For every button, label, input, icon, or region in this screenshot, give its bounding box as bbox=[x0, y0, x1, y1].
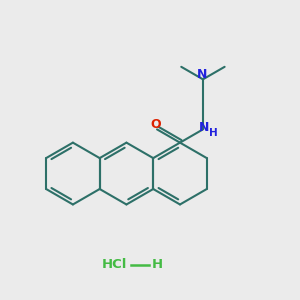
Text: H: H bbox=[209, 128, 218, 138]
Text: N: N bbox=[197, 68, 208, 81]
Text: HCl: HCl bbox=[102, 258, 128, 271]
Text: O: O bbox=[150, 118, 161, 130]
Text: H: H bbox=[152, 258, 163, 271]
Text: N: N bbox=[199, 122, 210, 134]
